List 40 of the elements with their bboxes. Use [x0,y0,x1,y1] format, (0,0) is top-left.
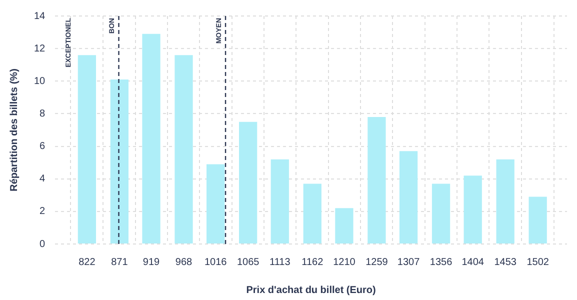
x-tick-label: 1453 [494,256,517,268]
bar [368,116,386,244]
y-tick-label: 12 [34,43,46,54]
y-axis-title: Répartition des billets (%) [8,68,20,192]
bar [110,80,129,244]
y-tick-label: 4 [40,174,46,185]
bar [174,55,193,244]
bar [399,151,418,244]
bar [528,196,547,244]
y-tick-label: 10 [34,76,46,87]
x-tick-label: 1502 [526,256,550,268]
x-tick-label: 1210 [333,256,356,268]
x-axis-title: Prix d'achat du billet (Euro) [246,284,376,296]
y-tick-label: 2 [40,206,46,218]
y-tick-label: 0 [40,238,46,250]
bar [303,184,322,244]
bar [432,184,450,244]
y-tick-label: 14 [34,10,46,22]
x-tick-label: 1162 [302,256,324,268]
x-tick-label: 1259 [366,256,388,268]
bar [335,208,354,244]
bar [142,34,160,244]
x-tick-label: 1356 [430,256,453,268]
x-tick-label: 1065 [236,256,260,268]
y-tick-label: 6 [40,141,46,152]
x-tick-label: 1307 [397,256,420,268]
x-tick-label: 919 [142,256,160,268]
bar [78,55,96,244]
x-tick-label: 1113 [270,256,291,268]
x-tick-label: 968 [175,256,193,268]
x-tick-label: 822 [78,256,96,268]
bar [239,122,258,244]
bar [270,159,289,244]
y-tick-label: 8 [40,108,46,120]
bar [206,164,225,244]
bar [496,159,514,244]
x-tick-label: 1404 [462,256,484,268]
x-tick-label: 871 [111,256,128,268]
x-tick-label: 1016 [204,256,228,268]
bar [464,176,482,244]
